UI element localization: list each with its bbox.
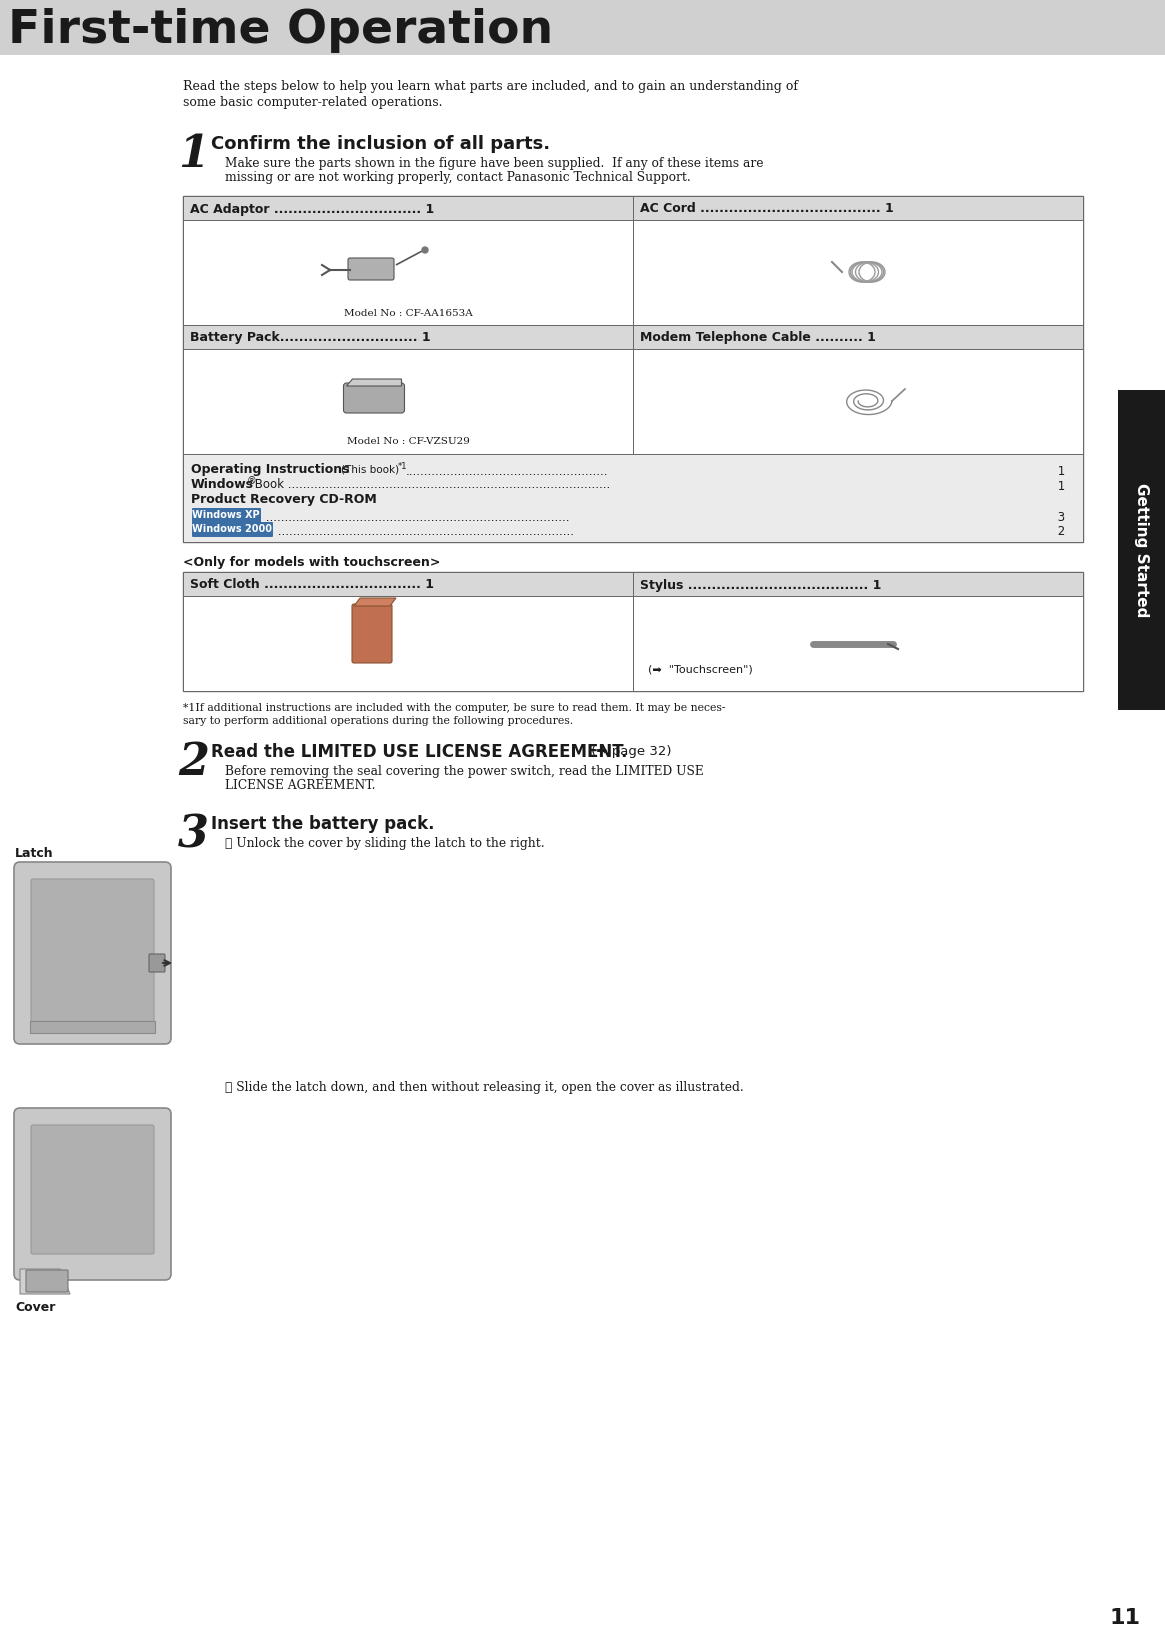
Text: Insert the battery pack.: Insert the battery pack. xyxy=(211,815,435,833)
Bar xyxy=(30,1021,155,1033)
Bar xyxy=(633,349,1083,454)
Text: AC Adaptor ............................... 1: AC Adaptor .............................… xyxy=(190,203,435,215)
Text: some basic computer-related operations.: some basic computer-related operations. xyxy=(183,97,443,110)
Text: Battery Pack............................. 1: Battery Pack............................… xyxy=(190,331,431,344)
Text: Confirm the inclusion of all parts.: Confirm the inclusion of all parts. xyxy=(211,134,550,152)
Text: Windows XP: Windows XP xyxy=(192,510,260,521)
Circle shape xyxy=(422,247,428,252)
Bar xyxy=(633,572,1083,597)
Bar xyxy=(183,597,633,692)
Text: (➡  "Touchscreen"): (➡ "Touchscreen") xyxy=(648,664,753,674)
Polygon shape xyxy=(354,598,396,606)
Bar xyxy=(183,572,1083,692)
Text: Stylus ...................................... 1: Stylus .................................… xyxy=(640,579,882,592)
Bar xyxy=(183,325,633,349)
FancyBboxPatch shape xyxy=(31,1124,154,1254)
Bar xyxy=(183,220,633,325)
Text: ① Unlock the cover by sliding the latch to the right.: ① Unlock the cover by sliding the latch … xyxy=(225,838,544,851)
Text: 1: 1 xyxy=(1054,465,1065,479)
Bar xyxy=(633,325,1083,349)
Text: Modem Telephone Cable .......... 1: Modem Telephone Cable .......... 1 xyxy=(640,331,876,344)
Bar xyxy=(183,197,633,220)
Polygon shape xyxy=(20,1269,70,1295)
Text: ......................................................: ........................................… xyxy=(405,465,608,479)
FancyBboxPatch shape xyxy=(26,1270,68,1292)
Text: Operating Instructions: Operating Instructions xyxy=(191,462,354,475)
Text: 2: 2 xyxy=(1054,524,1065,538)
FancyBboxPatch shape xyxy=(31,879,154,1023)
Text: sary to perform additional operations during the following procedures.: sary to perform additional operations du… xyxy=(183,716,573,726)
Bar xyxy=(633,197,1083,220)
Text: Cover: Cover xyxy=(15,1301,56,1314)
Text: Windows: Windows xyxy=(191,479,254,492)
Text: 2: 2 xyxy=(178,741,209,783)
Text: Product Recovery CD-ROM: Product Recovery CD-ROM xyxy=(191,493,376,506)
Text: *1If additional instructions are included with the computer, be sure to read the: *1If additional instructions are include… xyxy=(183,703,726,713)
FancyBboxPatch shape xyxy=(352,605,391,664)
Bar xyxy=(183,454,1083,543)
Bar xyxy=(183,572,633,597)
Text: Before removing the seal covering the power switch, read the LIMITED USE: Before removing the seal covering the po… xyxy=(225,765,704,779)
Text: Read the LIMITED USE LICENSE AGREEMENT.: Read the LIMITED USE LICENSE AGREEMENT. xyxy=(211,742,628,760)
Text: (➡ page 32): (➡ page 32) xyxy=(587,746,671,757)
Text: ®: ® xyxy=(247,475,256,487)
Text: Model No : CF-AA1653A: Model No : CF-AA1653A xyxy=(344,308,472,318)
Text: Make sure the parts shown in the figure have been supplied.  If any of these ite: Make sure the parts shown in the figure … xyxy=(225,157,763,170)
FancyBboxPatch shape xyxy=(192,508,261,523)
Bar xyxy=(633,597,1083,692)
Bar xyxy=(1118,390,1165,710)
Text: (This book): (This book) xyxy=(341,464,400,474)
Text: Model No : CF-VZSU29: Model No : CF-VZSU29 xyxy=(346,438,469,446)
Text: LICENSE AGREEMENT.: LICENSE AGREEMENT. xyxy=(225,779,375,792)
Text: 1: 1 xyxy=(1054,480,1065,493)
FancyBboxPatch shape xyxy=(149,954,165,972)
Text: 3: 3 xyxy=(1054,511,1065,524)
Text: <Only for models with touchscreen>: <Only for models with touchscreen> xyxy=(183,556,440,569)
Text: First-time Operation: First-time Operation xyxy=(8,8,553,52)
Text: Getting Started: Getting Started xyxy=(1134,484,1149,618)
Text: Book ...........................................................................: Book ...................................… xyxy=(250,479,610,492)
Text: ................................................................................: ........................................… xyxy=(262,511,570,524)
Text: Read the steps below to help you learn what parts are included, and to gain an u: Read the steps below to help you learn w… xyxy=(183,80,798,93)
Text: 11: 11 xyxy=(1109,1608,1141,1628)
Text: ② Slide the latch down, and then without releasing it, open the cover as illustr: ② Slide the latch down, and then without… xyxy=(225,1082,743,1093)
FancyBboxPatch shape xyxy=(14,862,171,1044)
Text: AC Cord ...................................... 1: AC Cord ................................… xyxy=(640,203,894,215)
Text: ...............................................................................: ........................................… xyxy=(274,524,574,538)
Text: missing or are not working properly, contact Panasonic Technical Support.: missing or are not working properly, con… xyxy=(225,170,691,184)
FancyBboxPatch shape xyxy=(14,1108,171,1280)
Polygon shape xyxy=(346,379,402,387)
FancyBboxPatch shape xyxy=(192,521,273,538)
Bar xyxy=(183,349,633,454)
Bar xyxy=(633,220,1083,325)
Text: Soft Cloth ................................. 1: Soft Cloth .............................… xyxy=(190,579,435,592)
Bar xyxy=(0,0,1165,56)
FancyBboxPatch shape xyxy=(344,384,404,413)
Text: 3: 3 xyxy=(178,813,209,856)
Bar xyxy=(183,197,1083,543)
Text: Latch: Latch xyxy=(15,847,54,860)
Text: 1: 1 xyxy=(178,133,209,175)
Text: *1: *1 xyxy=(398,462,408,470)
FancyBboxPatch shape xyxy=(348,257,394,280)
Text: Windows 2000: Windows 2000 xyxy=(192,524,271,534)
